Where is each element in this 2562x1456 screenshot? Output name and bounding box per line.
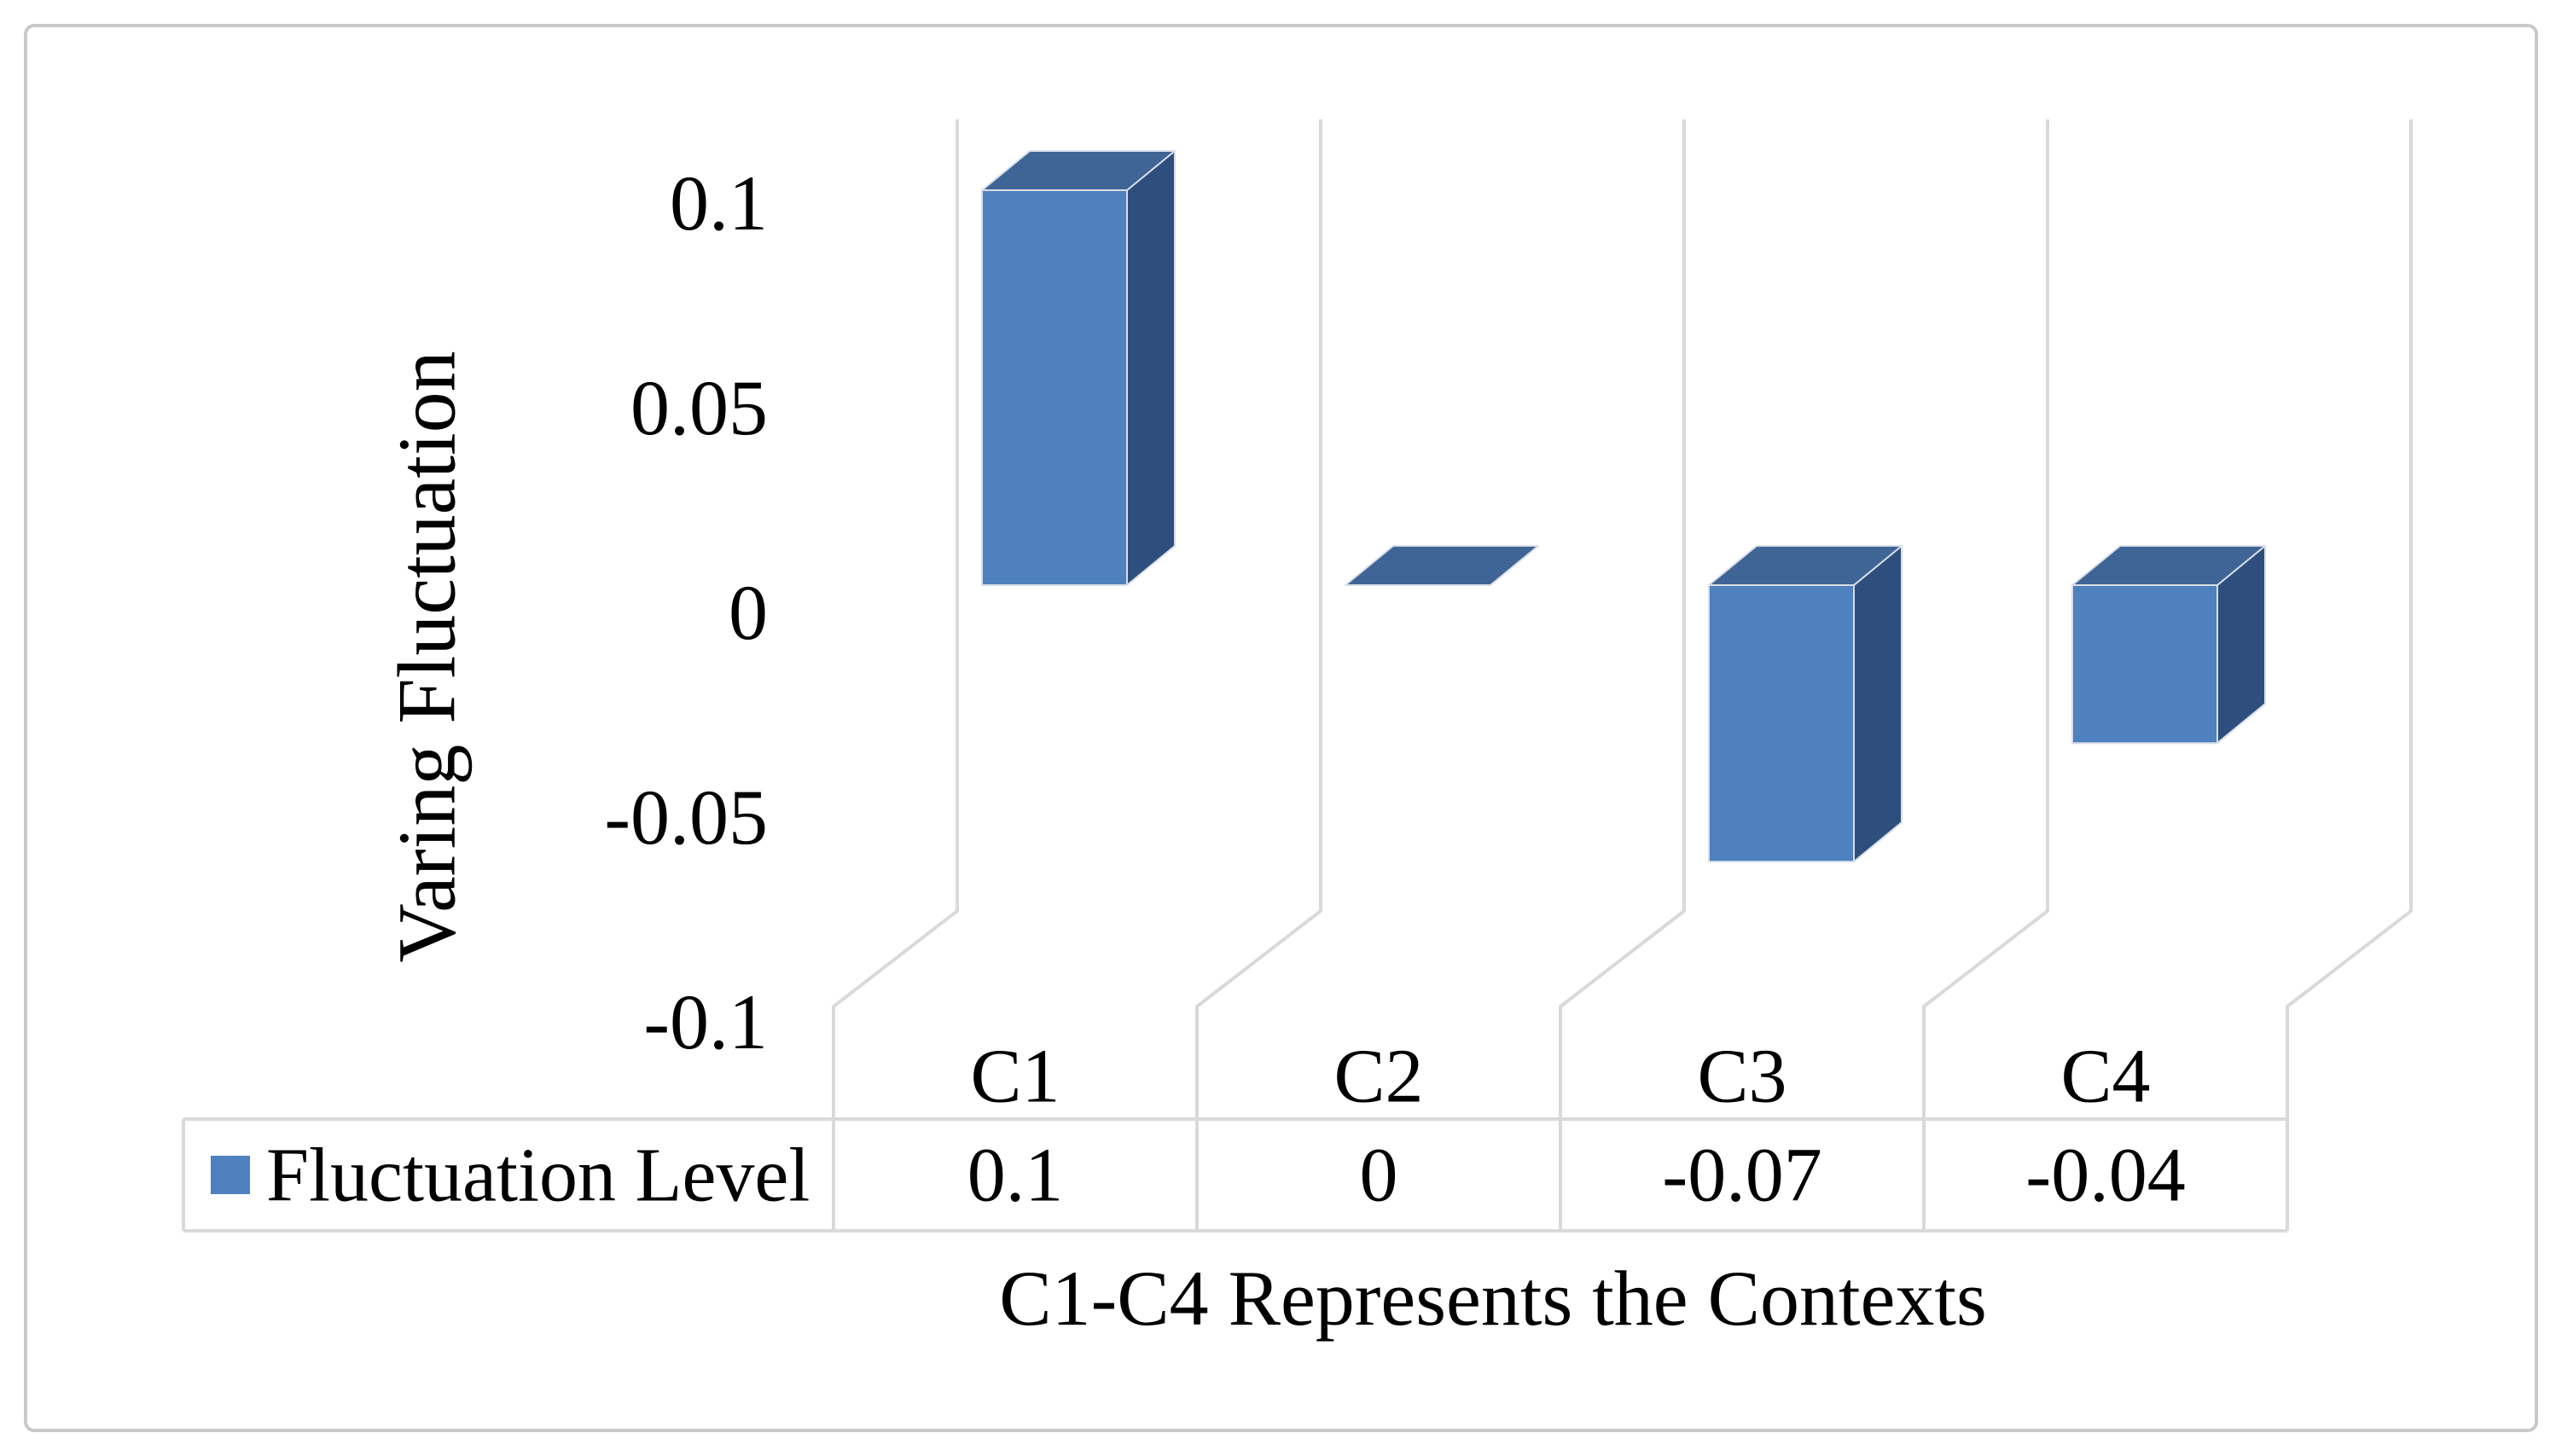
y-tick-label-2: 0 [729, 569, 768, 656]
bar-c1 [981, 150, 1176, 586]
bar-side-face [1126, 150, 1176, 586]
y-axis-title: Varing Fluctuation [381, 351, 473, 962]
bar-c3 [1708, 545, 1903, 863]
data-table-borders [182, 1117, 2287, 1233]
table-value-c3: -0.07 [1662, 1134, 1821, 1218]
wall-gridline-4 [2286, 119, 2413, 1231]
figure-border [24, 24, 2538, 1432]
category-label-c3: C3 [1697, 1035, 1786, 1119]
wall-gridline-0 [832, 119, 959, 1231]
y-tick-label-4: -0.1 [643, 978, 768, 1065]
bars-3d [981, 150, 2266, 863]
table-value-c2: 0 [1360, 1134, 1398, 1218]
y-tick-label-3: -0.05 [604, 774, 768, 861]
bar-c2 [1345, 545, 1539, 586]
wall-gridline-1 [1195, 119, 1322, 1231]
category-labels: C1 C2 C3 C4 [970, 1035, 2150, 1119]
category-label-c1: C1 [970, 1035, 1060, 1119]
bar-front-face [1708, 584, 1855, 863]
y-tick-label-0: 0.1 [670, 160, 768, 247]
category-label-c2: C2 [1333, 1035, 1423, 1119]
y-axis-tick-labels: 0.1 0.05 0 -0.05 -0.1 [604, 160, 768, 1065]
category-label-c4: C4 [2060, 1035, 2150, 1119]
bar-top-face [1345, 545, 1539, 586]
y-tick-label-1: 0.05 [630, 364, 768, 451]
table-value-c4: -0.04 [2025, 1134, 2185, 1218]
data-table-values: 0.1 0 -0.07 -0.04 [967, 1134, 2186, 1218]
wall-gridline-2 [1559, 119, 1686, 1231]
bar-c4 [2071, 545, 2266, 745]
bar-side-face [1853, 545, 1903, 863]
x-axis-caption: C1-C4 Represents the Contexts [999, 1255, 1987, 1342]
legend-swatch [211, 1156, 250, 1194]
wall-gridline-3 [1922, 119, 2049, 1231]
table-value-c1: 0.1 [967, 1134, 1064, 1218]
bar-front-face [2071, 584, 2218, 745]
legend-label: Fluctuation Level [266, 1134, 810, 1218]
bar-front-face [981, 189, 1128, 586]
